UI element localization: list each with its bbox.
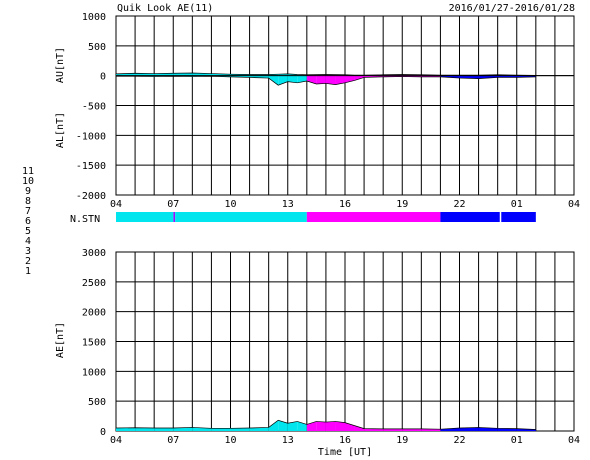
station-legend-entry: 1: [25, 266, 31, 277]
ae-series-fill: [211, 428, 231, 431]
station-legend-entry: 9: [25, 186, 31, 197]
ae-xtick-label: 22: [453, 435, 465, 446]
ae-ytick-label: 2500: [82, 278, 106, 289]
n-stn-segment: [440, 212, 500, 222]
chart-title: Quik Look AE(11): [117, 3, 213, 14]
n-stn-bar: [116, 212, 536, 222]
ae-series-fill: [335, 421, 345, 431]
ae-series-line: [115, 419, 536, 430]
ae-series-fill: [516, 428, 536, 431]
date-range: 2016/01/27-2016/01/28: [449, 3, 575, 14]
au-al-ytick-label: 500: [88, 42, 106, 53]
ae-series-fill: [497, 428, 517, 431]
ae-series-fill: [354, 425, 365, 431]
au-al-xtick-label: 04: [110, 199, 122, 210]
ae-xtick-label: 01: [511, 435, 523, 446]
ae-ytick-label: 1000: [82, 367, 106, 378]
ae-series-fill: [173, 427, 193, 431]
au-axis-label: AU[nT]: [55, 47, 66, 83]
ae-ytick-label: 2000: [82, 308, 106, 319]
au-series-line: [115, 72, 536, 76]
ae-series-fill: [459, 427, 479, 431]
ae-series-fill: [383, 428, 403, 431]
au-al-xtick-label: 19: [396, 199, 408, 210]
n-stn-segment: [306, 212, 441, 222]
au-al-ytick-label: 0: [100, 72, 106, 83]
ae-panel: 3000 2500 2000 1500 1000 500 0 04 07 10 13 16 19 22 01…: [82, 248, 580, 446]
ae-xtick-label: 07: [167, 435, 179, 446]
station-legend-entry: 5: [25, 226, 31, 237]
ae-series-fill: [116, 427, 136, 431]
ae-xtick-label: 19: [396, 435, 408, 446]
au-al-ytick-label: 1000: [82, 12, 106, 23]
ae-series-fill: [345, 422, 355, 431]
au-series-fill: [154, 73, 174, 76]
station-legend-entry: 8: [25, 196, 31, 207]
au-al-xtick-label: 10: [224, 199, 236, 210]
au-al-ytick-label: -1500: [76, 161, 106, 172]
au-series-fill: [173, 72, 193, 76]
au-al-xtick-label: 22: [453, 199, 465, 210]
ae-xtick-label: 16: [339, 435, 351, 446]
ae-series-fill: [268, 420, 279, 431]
ae-ytick-label: 1500: [82, 338, 106, 349]
ae-series-fill: [364, 428, 384, 431]
au-al-xtick-label: 04: [568, 199, 580, 210]
al-series-fill: [287, 75, 298, 83]
station-legend-entry: 10: [22, 176, 34, 187]
al-series-fill: [278, 75, 288, 86]
n-stn-segment: [501, 212, 536, 222]
al-series-fill: [354, 75, 365, 81]
ae-series-fill: [440, 428, 460, 431]
au-al-xtick-label: 13: [282, 199, 294, 210]
station-legend-entry: 11: [22, 166, 34, 177]
au-al-xtick-label: 07: [167, 199, 179, 210]
station-legend-entry: 6: [25, 216, 31, 227]
ae-series-fill: [230, 428, 250, 431]
au-al-ytick-label: -500: [82, 102, 106, 113]
au-al-ytick-label: -1000: [76, 131, 106, 142]
n-stn-label: N.STN: [70, 214, 100, 225]
ae-xtick-label: 13: [282, 435, 294, 446]
al-axis-label: AL[nT]: [55, 112, 66, 148]
au-al-xtick-label: 01: [511, 199, 523, 210]
ae-series-fill: [249, 427, 269, 431]
station-legend-entry: 3: [25, 246, 31, 257]
al-series-fill: [478, 75, 498, 79]
x-axis-label: Time [UT]: [318, 447, 372, 458]
ae-ytick-label: 3000: [82, 248, 106, 259]
al-series-fill: [306, 75, 317, 85]
ae-ytick-label: 0: [100, 427, 106, 438]
ae-axis-label: AE[nT]: [55, 322, 66, 358]
al-series-fill: [268, 75, 279, 86]
ae-xtick-label: 10: [224, 435, 236, 446]
ae-series-fill: [135, 427, 155, 431]
au-al-xtick-label: 16: [339, 199, 351, 210]
station-legend-entry: 7: [25, 206, 31, 217]
au-al-panel: 1000 500 0 -500 -1000 -1500 -2000 04 07 10 13 16 19 2…: [76, 12, 580, 210]
n-stn-segment: [175, 212, 307, 222]
ae-series-fill: [316, 421, 326, 431]
ae-series-fill: [154, 428, 174, 431]
ae-series-fill: [325, 421, 336, 431]
station-legend-entry: 4: [25, 236, 31, 247]
n-stn-segment: [116, 212, 174, 222]
al-series-fill: [297, 75, 307, 83]
au-al-ytick-label: -2000: [76, 191, 106, 202]
ae-series-fill: [287, 421, 298, 431]
au-series-fill: [135, 73, 155, 76]
ae-series-fill: [278, 420, 288, 431]
al-series-fill: [325, 75, 336, 85]
ae-series-fill: [402, 428, 422, 431]
al-series-fill: [316, 75, 326, 85]
ae-xtick-label: 04: [110, 435, 122, 446]
station-legend-entry: 2: [25, 256, 31, 267]
al-series-fill: [335, 75, 345, 85]
ae-xtick-label: 04: [568, 435, 580, 446]
al-series-line: [116, 75, 536, 86]
ae-ytick-label: 500: [88, 397, 106, 408]
